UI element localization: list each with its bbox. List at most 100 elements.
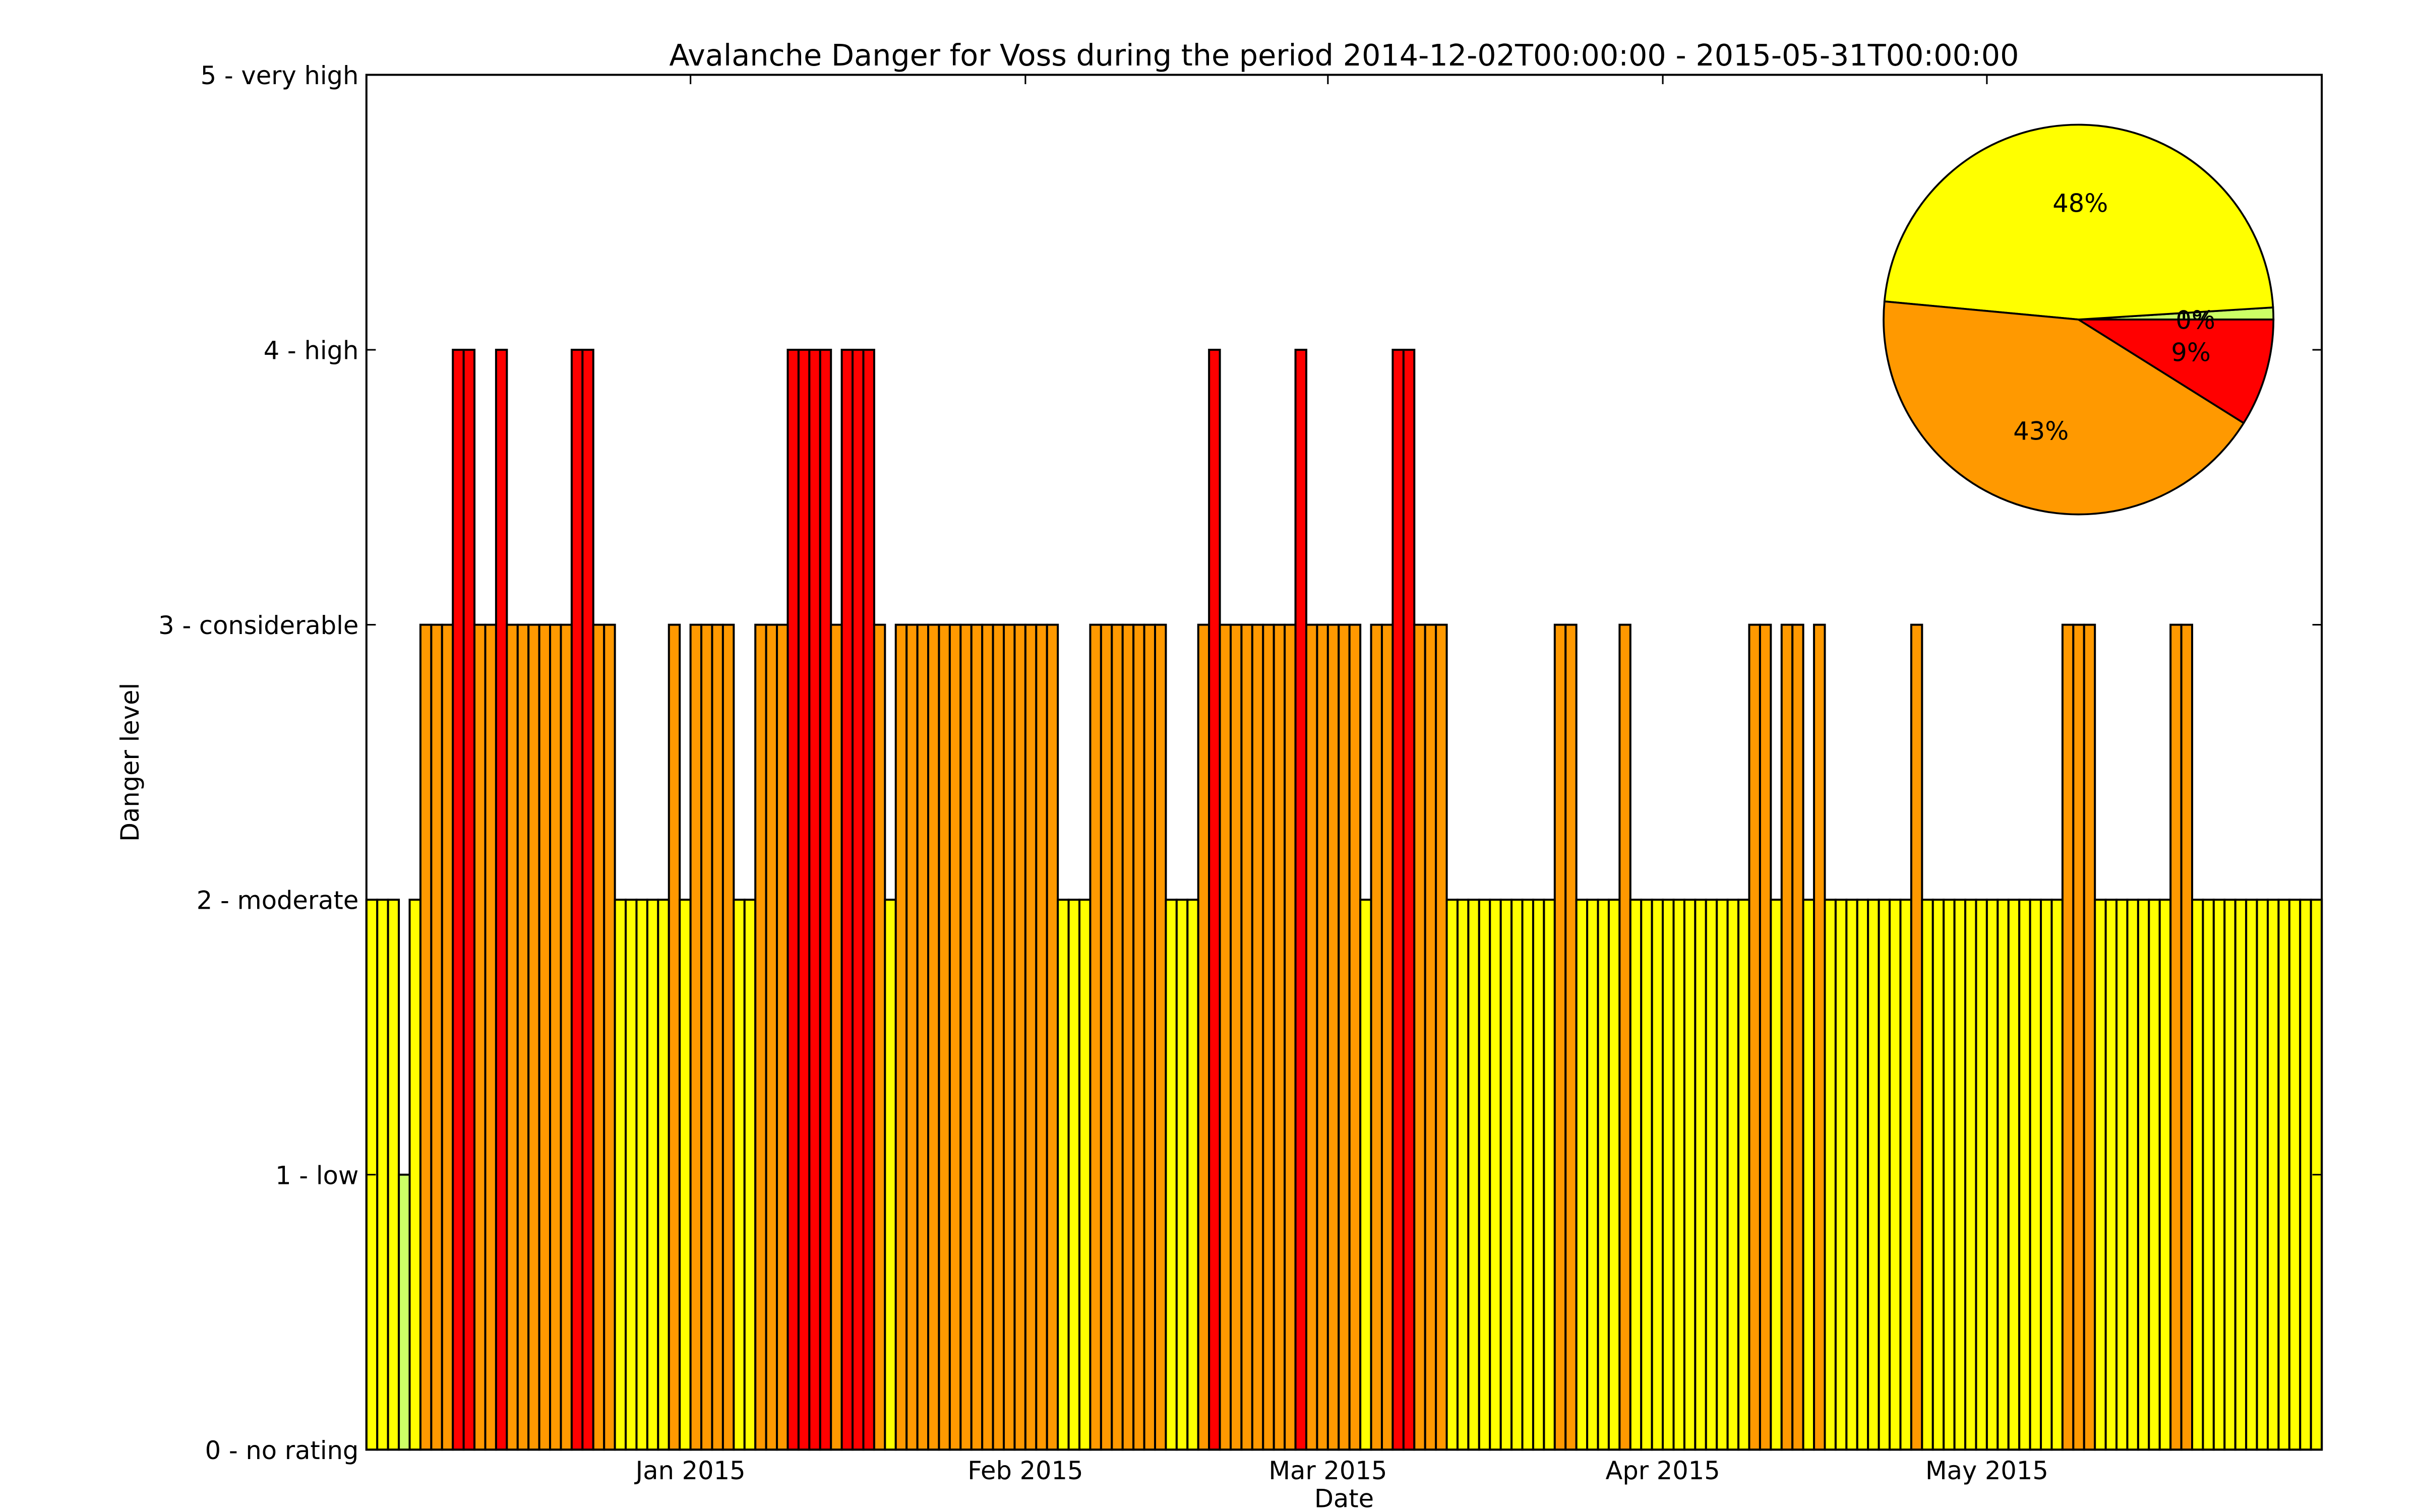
bar [1348,623,1362,1451]
bar [1046,623,1059,1451]
bar [1251,623,1264,1451]
bar [1392,349,1405,1451]
bar [1770,899,1783,1451]
bar [2115,899,2129,1451]
bar [754,623,767,1451]
bar [1759,623,1772,1451]
bar [1975,899,1988,1451]
bar [1456,899,1470,1451]
bar [1229,623,1243,1451]
bar [1824,899,1837,1451]
bar [603,623,616,1451]
x-tick-label: Apr 2015 [1605,1456,1720,1485]
x-axis-label: Date [1314,1484,1374,1512]
bar [970,623,984,1451]
bar [1478,899,1491,1451]
y-tick-label: 0 - no rating [205,1436,359,1465]
pie-label: 0% [2175,306,2215,335]
bar [1380,623,1394,1451]
bar [1510,899,1524,1451]
bar [1489,899,1502,1451]
bar [473,623,487,1451]
bar [570,349,584,1451]
bar [1651,899,1664,1451]
bar [495,349,508,1451]
bar [1694,899,1707,1451]
bar [2104,899,2118,1451]
plot-frame [365,74,2323,1451]
bar [1143,623,1157,1451]
bar [1154,623,1167,1451]
bar [1856,899,1869,1451]
bar [1316,623,1329,1451]
bar [1575,899,1589,1451]
x-tick-label: Feb 2015 [967,1456,1083,1485]
bar [376,899,389,1451]
bar [1057,899,1070,1451]
bar [581,349,594,1451]
bar [852,349,865,1451]
bar [1067,899,1081,1451]
bar [1867,899,1880,1451]
bar [1543,899,1556,1451]
bar [1521,899,1534,1451]
bar [959,623,973,1451]
bar [1078,899,1092,1451]
bar [1716,899,1729,1451]
bar [840,349,854,1451]
bar [1607,899,1621,1451]
bar [441,623,454,1451]
bar [1640,899,1653,1451]
bar [2180,623,2194,1451]
bar [387,899,400,1451]
bar [2148,899,2161,1451]
bar [2018,899,2031,1451]
bar [2061,623,2075,1451]
bar [1424,623,1437,1451]
bar [1208,349,1221,1451]
bar [2267,899,2280,1451]
pie-label: 43% [2013,416,2069,446]
bar [1878,899,1891,1451]
bar [1240,623,1253,1451]
bar [1024,623,1038,1451]
bar [1305,623,1318,1451]
bar [1219,623,1232,1451]
bar [1013,623,1026,1451]
bar [549,623,562,1451]
bar [765,623,778,1451]
bar [646,899,659,1451]
bar [819,349,832,1451]
bar [1284,623,1297,1451]
bar [2202,899,2215,1451]
bar [2191,899,2204,1451]
bar [679,899,692,1451]
bar [1802,899,1816,1451]
bar [1834,899,1848,1451]
bar [408,899,421,1451]
bar [905,623,919,1451]
bar [484,623,497,1451]
y-axis-label: Danger level [115,683,145,842]
bar [625,899,638,1451]
bar [560,623,573,1451]
bar [1111,623,1124,1451]
pie-slice [1883,123,2274,321]
bar [733,899,746,1451]
chart-title: Avalanche Danger for Voss during the per… [669,38,2019,73]
bar [2256,899,2269,1451]
bar [1467,899,1480,1451]
bar [1499,899,1513,1451]
bar [776,623,789,1451]
y-tick-label: 3 - considerable [158,611,358,640]
bar [2212,899,2226,1451]
bar [1910,623,1923,1451]
bar [635,899,648,1451]
bar [614,899,627,1451]
bar [1445,899,1459,1451]
bar [2299,899,2312,1451]
bar [2223,899,2236,1451]
bar [398,1173,411,1451]
bar [711,623,724,1451]
bar [830,623,843,1451]
